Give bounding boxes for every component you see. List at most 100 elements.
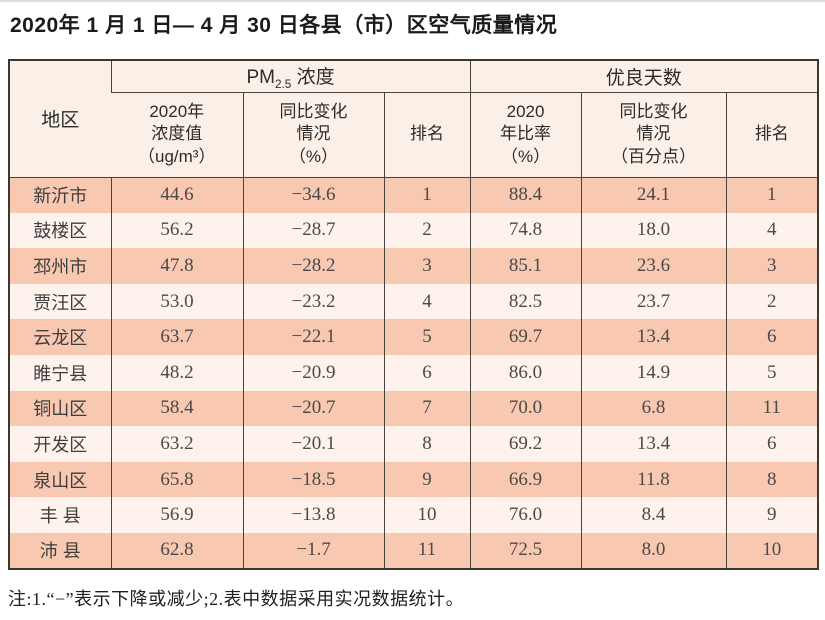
good-ratio-cell: 86.0	[469, 354, 582, 391]
pm-rank-cell: 4	[383, 283, 471, 320]
good-change-cell: 13.4	[580, 319, 727, 355]
table-row: 新沂市 44.6 −34.6 1 88.4 24.1 1	[9, 177, 819, 213]
table-row: 丰 县 56.9 −13.8 10 76.0 8.4 9	[9, 497, 819, 533]
good-change-cell: 8.4	[580, 497, 727, 533]
air-quality-table: 地区 PM2.5 浓度 优良天数 2020年 浓度值 （ug/m³） 同比变化 …	[8, 59, 820, 570]
good-change-cell: 18.0	[580, 212, 727, 249]
table-row: 云龙区 63.7 −22.1 5 69.7 13.4 6	[9, 319, 819, 355]
pm-change-cell: −23.2	[242, 283, 384, 320]
pm-value-cell: 56.2	[110, 212, 243, 249]
good-days-group-header: 优良天数	[469, 60, 819, 93]
group-header-row: 地区 PM2.5 浓度 优良天数	[9, 60, 819, 178]
region-cell: 邳州市	[33, 256, 88, 277]
table-row: 贾汪区 53.0 −23.2 4 82.5 23.7 2	[9, 283, 819, 320]
table-row: 邳州市 47.8 −28.2 3 85.1 23.6 3	[9, 248, 819, 284]
pm-value-cell: 58.4	[110, 390, 243, 427]
sub-header-row: 2020年 浓度值 （ug/m³） 同比变化 情况 （%） 排名 2020 年比…	[9, 92, 819, 178]
good-change-cell: 13.4	[580, 426, 727, 462]
table-row: 开发区 63.2 −20.1 8 69.2 13.4 6	[9, 426, 819, 462]
region-cell: 贾汪区	[33, 292, 88, 313]
region-column-header: 地区	[9, 60, 111, 178]
table-row: 铜山区 58.4 −20.7 7 70.0 6.8 11	[9, 390, 819, 427]
pm25-label-prefix: PM	[246, 66, 275, 88]
pm25-subscript: 2.5	[274, 77, 292, 91]
pm-value-cell: 53.0	[110, 283, 243, 320]
good-rank-header: 排名	[725, 92, 819, 178]
pm-change-cell: −20.9	[242, 354, 384, 391]
good-change-cell: 6.8	[580, 390, 727, 427]
region-cell: 铜山区	[33, 399, 88, 420]
good-change-cell: 24.1	[580, 177, 727, 213]
pm-rank-cell: 9	[383, 461, 471, 498]
good-rank-cell: 11	[725, 390, 819, 427]
pm-change-cell: −28.2	[242, 248, 384, 284]
pm-value-cell: 48.2	[110, 354, 243, 391]
good-ratio-cell: 72.5	[469, 532, 582, 569]
good-rank-cell: 4	[725, 212, 819, 249]
region-cell: 开发区	[33, 434, 88, 455]
table-row: 沛 县 62.8 −1.7 11 72.5 8.0 10	[9, 532, 819, 569]
good-change-cell: 8.0	[580, 532, 727, 569]
pm-change-cell: −13.8	[242, 497, 384, 533]
region-cell: 鼓楼区	[33, 221, 88, 242]
pm-value-cell: 62.8	[110, 532, 243, 569]
pm25-change-header: 同比变化 情况 （%）	[242, 92, 384, 178]
pm-rank-cell: 11	[383, 532, 471, 569]
good-ratio-cell: 88.4	[469, 177, 582, 213]
good-ratio-cell: 76.0	[469, 497, 582, 533]
good-change-header: 同比变化 情况 （百分点）	[580, 92, 727, 178]
good-rank-cell: 3	[725, 248, 819, 284]
good-rank-cell: 2	[725, 283, 819, 320]
pm-change-cell: −20.1	[242, 426, 384, 462]
pm-value-cell: 44.6	[110, 177, 243, 213]
pm-change-cell: −34.6	[242, 177, 384, 213]
pm-rank-cell: 5	[383, 319, 471, 355]
pm-rank-cell: 1	[383, 177, 471, 213]
good-rank-cell: 9	[725, 497, 819, 533]
pm-rank-cell: 8	[383, 426, 471, 462]
good-rank-cell: 10	[725, 532, 819, 569]
table-body: 新沂市 44.6 −34.6 1 88.4 24.1 1 鼓楼区 56.2 −2…	[9, 177, 819, 569]
good-rank-cell: 6	[725, 426, 819, 462]
footnote: 注:1.“−”表示下降或减少;2.表中数据采用实况数据统计。	[8, 588, 465, 609]
pm25-rank-header: 排名	[383, 92, 471, 178]
region-cell: 沛 县	[39, 541, 81, 562]
good-ratio-cell: 69.7	[469, 319, 582, 355]
good-ratio-cell: 66.9	[469, 461, 582, 498]
good-ratio-cell: 85.1	[469, 248, 582, 284]
good-rank-cell: 8	[725, 461, 819, 498]
region-cell: 新沂市	[33, 186, 88, 207]
good-rank-cell: 1	[725, 177, 819, 213]
good-ratio-cell: 82.5	[469, 283, 582, 320]
good-ratio-cell: 69.2	[469, 426, 582, 462]
table-row: 鼓楼区 56.2 −28.7 2 74.8 18.0 4	[9, 212, 819, 249]
pm-change-cell: −22.1	[242, 319, 384, 355]
region-cell: 云龙区	[33, 328, 88, 349]
pm-value-cell: 63.7	[110, 319, 243, 355]
pm-rank-cell: 6	[383, 354, 471, 391]
good-change-cell: 11.8	[580, 461, 727, 498]
pm-change-cell: −1.7	[242, 532, 384, 569]
good-change-cell: 23.6	[580, 248, 727, 284]
region-cell: 丰 县	[39, 506, 81, 527]
table-row: 泉山区 65.8 −18.5 9 66.9 11.8 8	[9, 461, 819, 498]
page-title: 2020年 1 月 1 日— 4 月 30 日各县（市）区空气质量情况	[10, 14, 558, 37]
pm-change-cell: −18.5	[242, 461, 384, 498]
good-change-cell: 14.9	[580, 354, 727, 391]
pm-value-cell: 47.8	[110, 248, 243, 284]
pm-rank-cell: 3	[383, 248, 471, 284]
good-ratio-header: 2020 年比率 （%）	[469, 92, 582, 178]
pm-rank-cell: 2	[383, 212, 471, 249]
good-rank-cell: 6	[725, 319, 819, 355]
good-ratio-cell: 70.0	[469, 390, 582, 427]
pm-change-cell: −20.7	[242, 390, 384, 427]
good-rank-cell: 5	[725, 354, 819, 391]
pm-rank-cell: 7	[383, 390, 471, 427]
pm25-label-rest: 浓度	[291, 66, 335, 88]
pm25-value-header: 2020年 浓度值 （ug/m³）	[111, 92, 243, 178]
pm-value-cell: 65.8	[110, 461, 243, 498]
pm-value-cell: 63.2	[110, 426, 243, 462]
region-cell: 泉山区	[33, 470, 88, 491]
table-row: 睢宁县 48.2 −20.9 6 86.0 14.9 5	[9, 354, 819, 391]
pm-value-cell: 56.9	[110, 497, 243, 533]
